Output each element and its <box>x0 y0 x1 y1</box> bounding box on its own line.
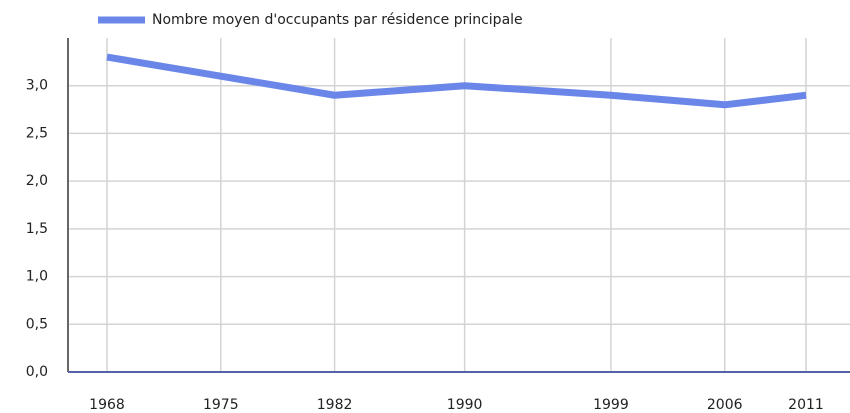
x-tick-label: 1975 <box>203 397 239 413</box>
y-tick-label: 1,0 <box>26 269 48 285</box>
y-tick-label: 2,5 <box>26 125 48 141</box>
x-tick-label: 1990 <box>447 397 483 413</box>
y-tick-label: 0,5 <box>26 316 48 332</box>
legend-label: Nombre moyen d'occupants par résidence p… <box>152 12 523 28</box>
x-tick-label: 1968 <box>89 397 125 413</box>
y-tick-label: 3,0 <box>26 78 48 94</box>
x-tick-label: 1999 <box>593 397 629 413</box>
y-tick-label: 0,0 <box>26 364 48 380</box>
data-line <box>106 53 807 109</box>
x-tick-label: 2011 <box>788 397 824 413</box>
x-tick-label: 1982 <box>317 397 353 413</box>
y-tick-label: 2,0 <box>26 173 48 189</box>
y-tick-label: 1,5 <box>26 221 48 237</box>
x-tick-label: 2006 <box>707 397 743 413</box>
